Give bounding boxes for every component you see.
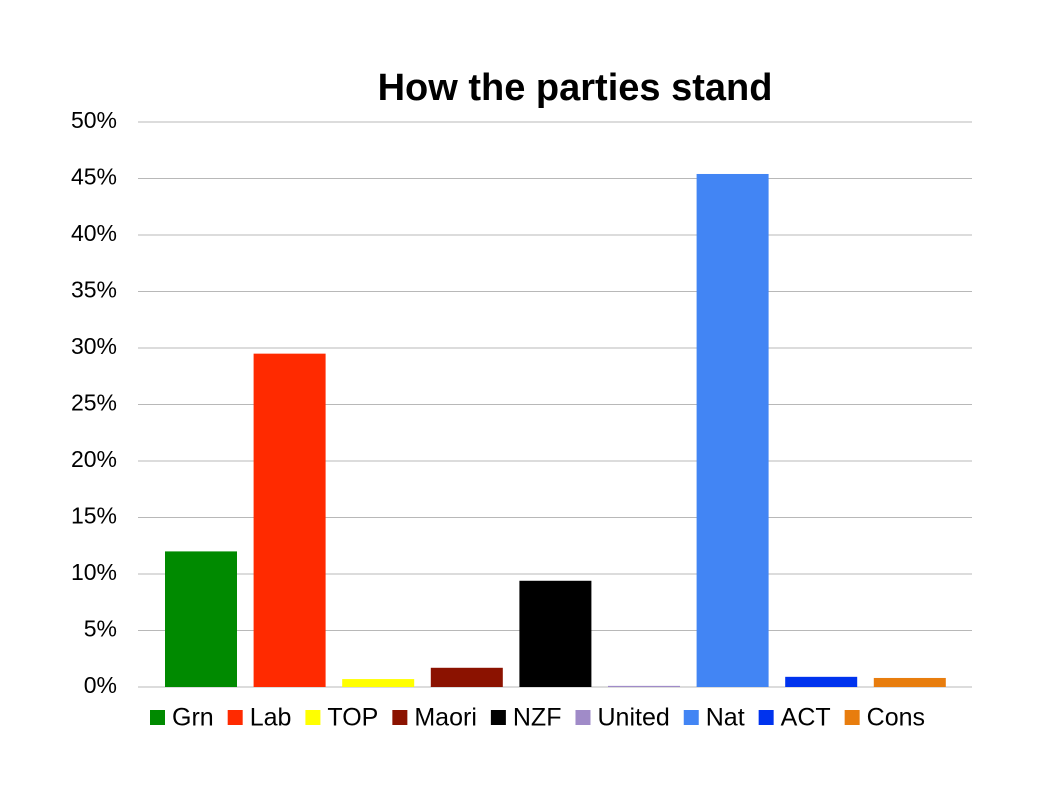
legend-label: TOP <box>327 704 378 732</box>
legend-swatch <box>227 710 243 725</box>
legend-label: United <box>597 704 669 732</box>
bar <box>253 353 326 687</box>
y-tick-label: 40% <box>71 220 117 246</box>
y-tick-label: 45% <box>71 164 117 190</box>
legend-swatch <box>844 710 860 725</box>
legend-swatch <box>305 710 321 725</box>
bar <box>519 580 592 687</box>
bar <box>873 677 946 687</box>
bar <box>342 679 415 687</box>
legend-label: Maori <box>414 704 477 732</box>
y-tick-label: 0% <box>84 672 117 698</box>
y-tick-label: 30% <box>71 333 117 359</box>
legend-swatch <box>683 710 699 725</box>
legend-label: Cons <box>867 704 925 732</box>
legend-swatch <box>758 710 774 725</box>
y-tick-label: 35% <box>71 277 117 303</box>
legend-label: ACT <box>781 704 831 732</box>
legend-label: Grn <box>172 704 214 732</box>
legend-label: Nat <box>706 704 745 732</box>
y-tick-label: 20% <box>71 446 117 472</box>
bar <box>608 685 680 687</box>
legend-swatch <box>490 710 506 725</box>
y-tick-label: 10% <box>71 559 117 585</box>
legend-swatch <box>150 710 165 725</box>
bar <box>165 551 237 687</box>
y-tick-label: 50% <box>71 107 117 133</box>
chart-title: How the parties stand <box>378 67 773 109</box>
legend-swatch <box>575 710 591 725</box>
y-tick-label: 25% <box>71 390 117 416</box>
y-tick-label: 5% <box>84 616 117 642</box>
legend-label: Lab <box>250 704 292 732</box>
bar <box>785 676 858 687</box>
legend-label: NZF <box>513 704 562 732</box>
bar <box>696 173 769 688</box>
y-tick-label: 15% <box>71 503 117 529</box>
bar <box>430 667 503 687</box>
legend-swatch <box>392 710 408 725</box>
